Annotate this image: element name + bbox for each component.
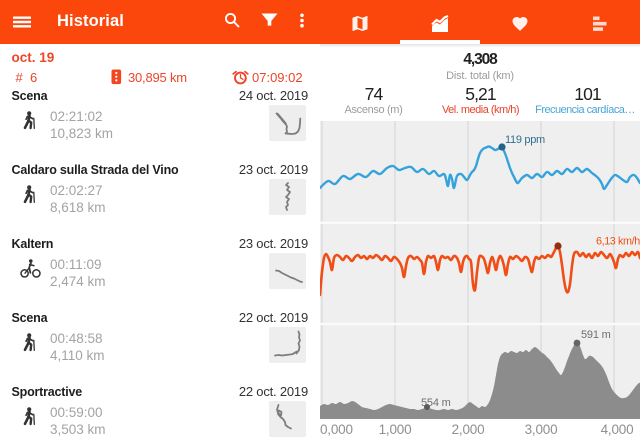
svg-text:119 ppm: 119 ppm [505, 134, 545, 146]
svg-text:591 m: 591 m [581, 329, 611, 341]
svg-text:6,13 km/h: 6,13 km/h [596, 236, 640, 248]
svg-text:554 m: 554 m [421, 397, 451, 409]
